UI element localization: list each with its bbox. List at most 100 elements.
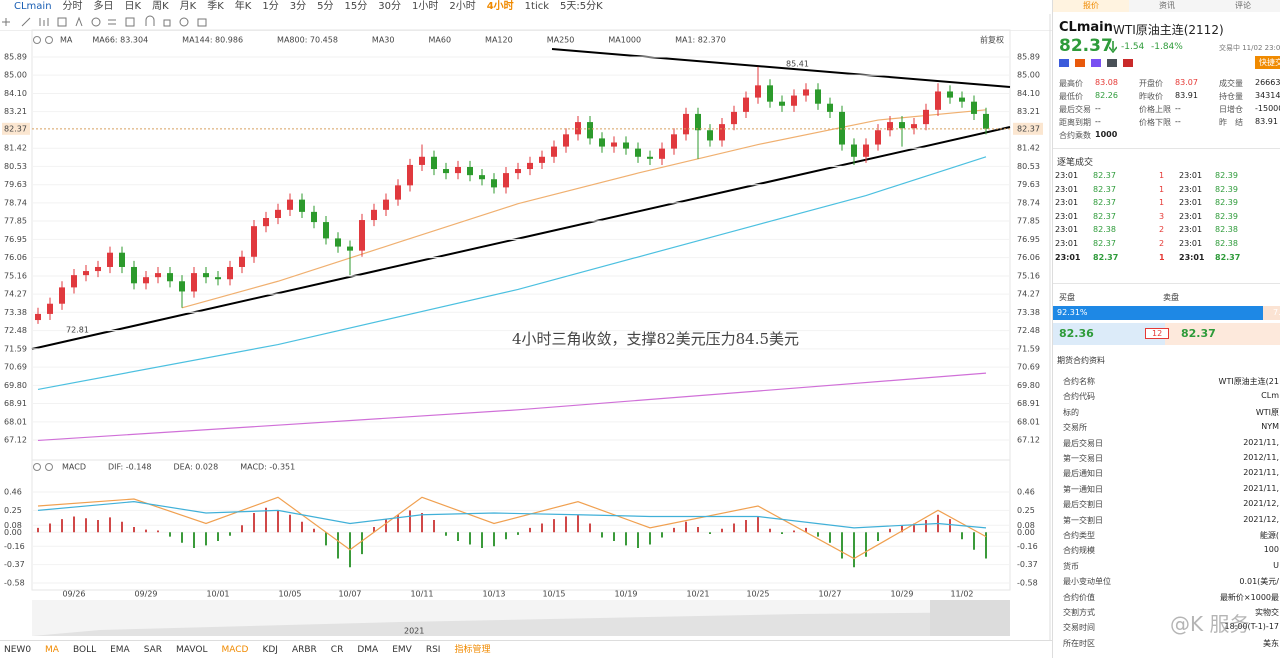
macd-bar (133, 527, 135, 533)
period-tab[interactable]: 1分 (262, 1, 279, 12)
period-tab[interactable]: 5分 (317, 1, 334, 12)
last-price-tag-right (1013, 122, 1043, 135)
candle-body (179, 281, 185, 292)
indicator-tab[interactable]: MAVOL (176, 645, 208, 655)
ma-legend: MA144: 80.986 (182, 36, 243, 45)
indicator-tab[interactable]: CR (330, 645, 344, 655)
candle-body (203, 273, 209, 278)
trade-cell: 82.39 (1215, 211, 1238, 221)
period-tab[interactable]: 15分 (344, 1, 368, 12)
restore-button[interactable]: 前复权 (980, 35, 1004, 45)
candle-body (323, 222, 329, 239)
indicator-tab[interactable]: KDJ (262, 645, 278, 655)
macd-bar (49, 523, 51, 533)
low-label: 72.81 (66, 325, 89, 334)
period-tab[interactable]: 5天:5分K (560, 1, 603, 12)
stat-value: 82.26 (1095, 91, 1118, 100)
indicator-tab[interactable]: SAR (143, 645, 163, 655)
stat-value: -- (1175, 104, 1181, 113)
y-tick-label-right: 85.00 (1017, 71, 1040, 80)
trade-cell: 23:01 (1055, 239, 1079, 248)
candle-body (251, 226, 257, 257)
macd-bar (253, 513, 255, 533)
period-tab[interactable]: 3分 (289, 1, 307, 12)
stat-label: 价格上限 (1139, 105, 1171, 114)
period-tab[interactable]: 年K (234, 1, 252, 12)
candle-body (359, 220, 365, 251)
macd-bar (313, 528, 315, 533)
resistance-trendline (551, 48, 1011, 88)
symbol[interactable]: CLmain (14, 1, 52, 12)
info-label: 标的 (1063, 407, 1079, 417)
candle-body (347, 246, 353, 251)
macd-bar (973, 532, 975, 550)
indicator-tab[interactable]: EMA (110, 645, 130, 655)
macd-tick-label-right: 0.25 (1017, 506, 1035, 515)
macd-tick-label: -0.37 (4, 560, 25, 569)
macd-bar (589, 523, 591, 533)
indicator-tab[interactable]: DMA (357, 645, 379, 655)
trade-cell: 23:01 (1179, 252, 1205, 262)
trade-cell: 1 (1159, 171, 1165, 180)
period-tab[interactable]: 周K (152, 1, 169, 12)
y-tick-label-right: 74.27 (1017, 290, 1040, 299)
panel-tab[interactable]: 报价 (1053, 0, 1129, 12)
candle-body (275, 209, 281, 218)
scroller-window[interactable] (930, 600, 1010, 636)
indicator-tab[interactable]: MACD (221, 645, 249, 655)
indicator-tab[interactable]: NEW0 (4, 645, 32, 655)
quick-trade[interactable]: 快捷交 (1255, 56, 1280, 69)
candle-body (395, 185, 401, 200)
info-label: 第一交易日 (1063, 454, 1103, 463)
period-tab[interactable]: 季K (207, 1, 224, 12)
trade-cell: 82.39 (1215, 184, 1238, 194)
candle-body (515, 169, 521, 174)
macd-bar (61, 519, 63, 533)
y-tick-label-right: 71.59 (1017, 344, 1040, 353)
period-tab[interactable]: 30分 (378, 1, 401, 12)
period-tab[interactable]: 1tick (524, 1, 550, 12)
period-tab[interactable]: 日K (124, 1, 142, 12)
macd-bar (961, 532, 963, 540)
x-tick-label: 09/29 (134, 590, 157, 599)
macd-bar (157, 530, 159, 533)
stat-label: 最后交易 (1059, 105, 1091, 114)
period-tab[interactable]: 1小时 (411, 1, 439, 12)
candle-body (635, 148, 641, 157)
panel-tab[interactable]: 资讯 (1129, 0, 1205, 12)
trade-cell: 82.37 (1093, 252, 1119, 262)
info-label: 最小变动单位 (1063, 577, 1111, 587)
trade-cell: 23:01 (1179, 171, 1203, 180)
indicator-tab[interactable]: ARBR (291, 645, 317, 655)
candle-body (599, 138, 605, 147)
candle-body (959, 97, 965, 102)
indicator-tab[interactable]: 指标管理 (454, 645, 491, 655)
trade-cell: 3 (1159, 211, 1165, 221)
candle-body (95, 266, 101, 272)
candle-body (575, 122, 581, 135)
indicator-tab[interactable]: EMV (392, 645, 412, 655)
period-tab[interactable]: 月K (179, 1, 197, 12)
period-tab[interactable]: 多日 (93, 1, 114, 12)
macd-bar (109, 517, 111, 533)
panel-tab[interactable]: 评论 (1205, 0, 1280, 12)
trade-cell: 23:01 (1179, 225, 1203, 235)
last-price-tag (2, 122, 30, 135)
info-value: 实物交 (1255, 608, 1279, 617)
macd-bar (421, 513, 423, 533)
candle-body (455, 166, 461, 174)
indicator-tab[interactable]: RSI (425, 645, 441, 655)
indicator-tab[interactable]: MA (45, 645, 59, 655)
period-tab[interactable]: 分时 (62, 1, 83, 12)
macd-tick-label-right: -0.37 (1017, 560, 1038, 569)
macd-bar (541, 523, 543, 533)
period-tab[interactable]: 4小时 (486, 1, 514, 12)
macd-bar (385, 519, 387, 533)
trade-cell: 82.37 (1093, 239, 1116, 248)
icon-crosshair (2, 18, 10, 26)
candle-body (467, 166, 473, 176)
period-tab[interactable]: 2小时 (449, 1, 476, 12)
candle-body (383, 199, 389, 210)
macd-bar (673, 527, 675, 533)
indicator-tab[interactable]: BOLL (72, 645, 97, 655)
